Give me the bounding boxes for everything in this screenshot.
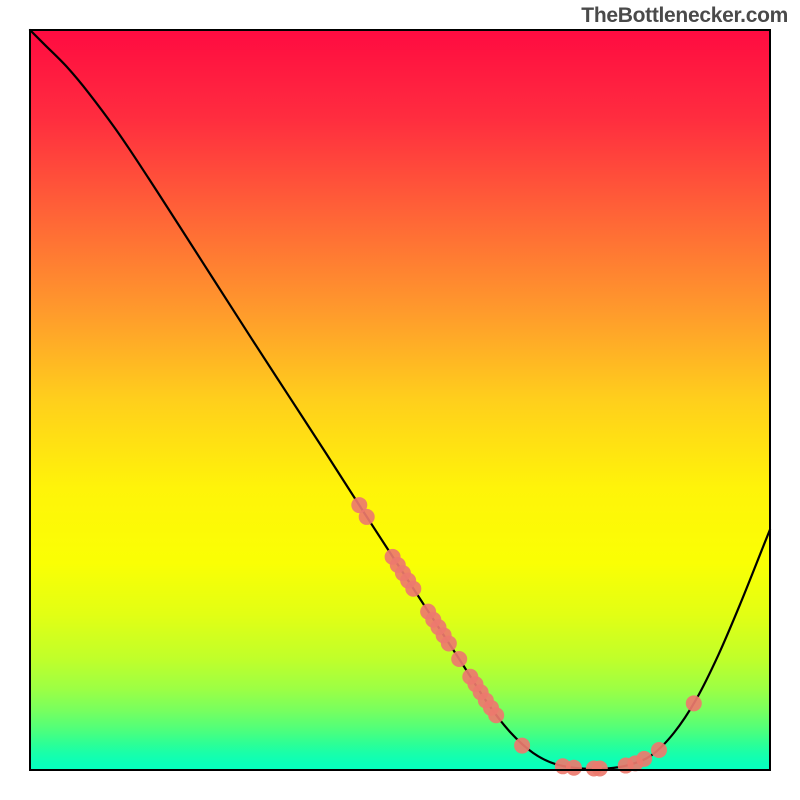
bottleneck-chart: TheBottlenecker.com — [0, 0, 800, 800]
watermark-text: TheBottlenecker.com — [581, 4, 788, 28]
chart-svg — [0, 0, 800, 800]
